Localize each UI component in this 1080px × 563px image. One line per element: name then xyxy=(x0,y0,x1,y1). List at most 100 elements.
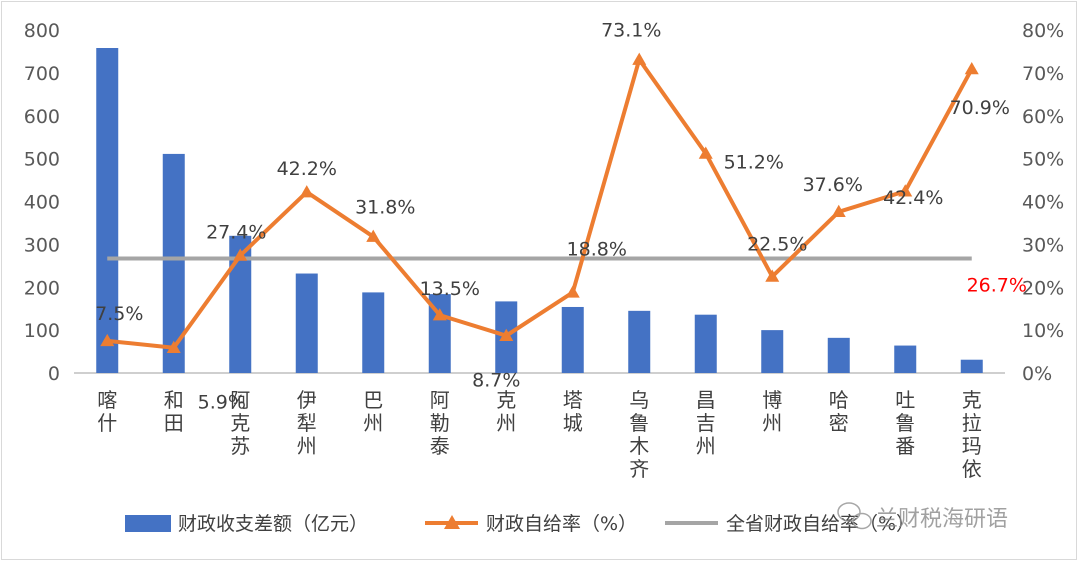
bar xyxy=(428,294,451,373)
category-label: 田 xyxy=(164,411,184,435)
bar xyxy=(894,345,917,373)
category-label: 克 xyxy=(962,388,982,412)
right-tick-label: 80% xyxy=(1022,20,1064,42)
line-marker xyxy=(366,229,381,242)
category-label: 勒 xyxy=(430,411,450,435)
line-data-label: 70.9% xyxy=(950,97,1010,119)
legend-reference-label: 全省财政自给率（%） xyxy=(726,513,915,535)
line-data-label: 8.7% xyxy=(472,370,520,392)
bar xyxy=(229,235,252,373)
left-tick-label: 400 xyxy=(24,192,60,214)
line-marker xyxy=(233,248,248,261)
category-label: 克 xyxy=(496,388,516,412)
line-marker xyxy=(898,184,913,197)
legend: 财政收支差额（亿元） 财政自给率（%） 全省财政自给率（%） xyxy=(125,513,915,535)
line-marker xyxy=(432,308,447,321)
line-data-label: 51.2% xyxy=(724,151,784,173)
bar xyxy=(628,310,651,373)
right-tick-label: 50% xyxy=(1022,149,1064,171)
category-label: 博 xyxy=(762,388,782,412)
reference-line: 26.7% xyxy=(107,256,1027,297)
category-label: 州 xyxy=(496,411,516,435)
category-label: 番 xyxy=(895,434,915,458)
category-label: 乌 xyxy=(629,388,649,412)
line-data-label: 42.2% xyxy=(277,158,337,180)
category-label: 苏 xyxy=(230,434,250,458)
line-data-label: 5.9% xyxy=(198,392,246,414)
category-label: 巴 xyxy=(363,388,383,412)
right-tick-label: 70% xyxy=(1022,63,1064,85)
bar-series xyxy=(96,48,983,373)
line-marker xyxy=(632,52,647,65)
bar xyxy=(295,273,318,373)
category-label: 鲁 xyxy=(895,411,915,435)
reference-line-label: 26.7% xyxy=(967,275,1027,297)
left-tick-label: 0 xyxy=(48,363,60,385)
line-data-label: 22.5% xyxy=(747,234,807,256)
legend-line-marker xyxy=(444,515,460,529)
right-tick-label: 0% xyxy=(1022,363,1052,385)
right-tick-label: 60% xyxy=(1022,106,1064,128)
bar xyxy=(362,292,385,373)
bar xyxy=(561,306,584,373)
line-data-label: 7.5% xyxy=(95,303,143,325)
category-label: 玛 xyxy=(962,434,982,458)
line-data-label: 31.8% xyxy=(355,197,415,219)
bar xyxy=(960,359,983,373)
category-label: 依 xyxy=(962,457,982,481)
bar xyxy=(96,48,119,373)
line-data-label: 13.5% xyxy=(420,278,480,300)
category-label: 泰 xyxy=(430,434,450,458)
line-data-label: 18.8% xyxy=(567,238,627,260)
line-marker xyxy=(964,62,979,75)
bar xyxy=(162,153,185,373)
line-data-label: 37.6% xyxy=(803,174,863,196)
right-axis-ticks: 0% 10% 20% 30% 40% 50% 60% 70% 80% xyxy=(1022,20,1064,385)
watermark-text: 兰财税海研语 xyxy=(876,507,1008,532)
line-marker xyxy=(765,269,780,282)
watermark: 兰财税海研语 xyxy=(837,502,1008,532)
category-label: 什 xyxy=(97,411,117,435)
category-label: 州 xyxy=(363,411,383,435)
category-label: 鲁 xyxy=(629,411,649,435)
bar xyxy=(827,337,850,373)
category-label: 吉 xyxy=(696,411,716,435)
line-marker xyxy=(831,204,846,218)
bar xyxy=(694,314,717,373)
category-label: 密 xyxy=(829,411,849,435)
left-tick-label: 700 xyxy=(24,63,60,85)
right-tick-label: 10% xyxy=(1022,320,1064,342)
category-label: 哈 xyxy=(829,388,849,412)
category-label: 塔 xyxy=(563,388,583,412)
left-tick-label: 600 xyxy=(24,106,60,128)
category-label: 喀 xyxy=(97,388,117,412)
line-marker xyxy=(698,146,713,159)
left-tick-label: 300 xyxy=(24,234,60,256)
left-axis-ticks: 0 100 200 300 400 500 600 700 800 xyxy=(24,20,60,385)
line-marker xyxy=(166,340,181,353)
line-data-label: 27.4% xyxy=(206,222,266,244)
category-label: 伊 xyxy=(297,388,317,412)
category-label: 克 xyxy=(230,411,250,435)
line-data-label: 42.4% xyxy=(883,187,943,209)
left-tick-label: 200 xyxy=(24,277,60,299)
right-tick-label: 20% xyxy=(1022,277,1064,299)
category-label: 州 xyxy=(762,411,782,435)
category-label: 州 xyxy=(696,434,716,458)
right-tick-label: 40% xyxy=(1022,192,1064,214)
category-label: 州 xyxy=(297,434,317,458)
category-label: 昌 xyxy=(696,388,716,412)
category-label: 犁 xyxy=(297,411,317,435)
category-label: 木 xyxy=(629,434,649,458)
line-marker xyxy=(100,333,115,347)
line-marker xyxy=(499,328,514,341)
category-label: 拉 xyxy=(962,411,982,435)
bar xyxy=(761,330,784,373)
line-marker xyxy=(299,185,314,198)
category-label: 和 xyxy=(164,388,184,412)
line-data-label: 73.1% xyxy=(601,20,661,42)
left-tick-label: 800 xyxy=(24,20,60,42)
